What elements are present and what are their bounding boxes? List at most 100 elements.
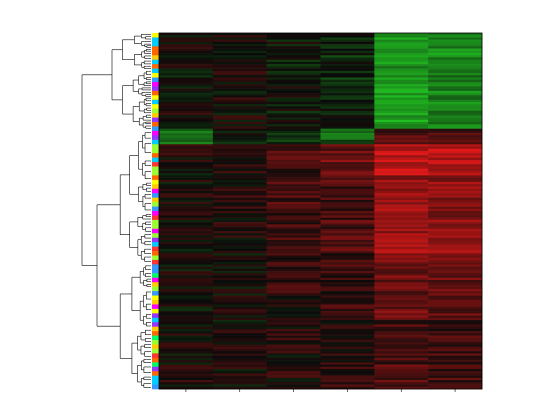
heatmap-cell [428, 320, 483, 323]
heatmap-cell [266, 130, 321, 134]
heatmap-cell [320, 168, 375, 172]
heatmap-cell [266, 348, 321, 352]
cluster-color-labels [152, 33, 159, 390]
heatmap-cell [428, 190, 483, 194]
heatmap-cell [266, 106, 321, 109]
heatmap-cell [320, 75, 375, 78]
heatmap-cell [428, 291, 483, 294]
heatmap-cell [428, 130, 483, 134]
cluster-label [152, 55, 159, 60]
heatmap-cell [374, 351, 429, 354]
heatmap-cell [428, 122, 483, 125]
heatmap-cell [320, 124, 375, 127]
cluster-label [152, 81, 159, 87]
heatmap-cell [266, 368, 321, 372]
heatmap-cell [428, 175, 483, 178]
heatmap-cell [374, 88, 429, 92]
heatmap-cell [374, 66, 429, 69]
heatmap-cell [266, 253, 321, 256]
heatmap-cell [159, 90, 214, 94]
heatmap-cell [266, 291, 321, 294]
heatmap-cell [374, 144, 429, 147]
heatmap-cell [159, 302, 214, 305]
heatmap-cell [428, 326, 483, 330]
heatmap-cell [212, 368, 267, 372]
cluster-label [152, 237, 159, 243]
heatmap-cell [374, 137, 429, 141]
heatmap-cell [266, 328, 321, 332]
cluster-label [152, 308, 159, 314]
heatmap-cell [212, 193, 267, 196]
heatmap-cell [159, 113, 214, 116]
heatmap-cell [320, 333, 375, 336]
heatmap-cell [212, 293, 267, 296]
heatmap-cell [266, 37, 321, 40]
heatmap-cell [374, 204, 429, 207]
heatmap-cell [374, 55, 429, 58]
heatmap-cell [266, 273, 321, 276]
heatmap-cell [374, 353, 429, 356]
heatmap-cell [374, 182, 429, 185]
heatmap-cell [212, 64, 267, 67]
cluster-label [152, 77, 159, 83]
heatmap-cell [266, 79, 321, 83]
heatmap-cell [266, 155, 321, 158]
heatmap-cell [320, 190, 375, 194]
heatmap-cell [266, 326, 321, 330]
heatmap-cell [428, 360, 483, 363]
heatmap-cell [428, 293, 483, 296]
heatmap-cell [266, 284, 321, 287]
cluster-label [152, 99, 159, 105]
heatmap-cell [428, 284, 483, 287]
cluster-label [152, 224, 159, 230]
heatmap-cell [428, 108, 483, 112]
heatmap-cell [428, 333, 483, 336]
heatmap-cell [428, 259, 483, 263]
heatmap-cell [212, 186, 267, 190]
heatmap-cell [159, 337, 214, 341]
heatmap-cell [266, 315, 321, 319]
heatmap-cell [320, 113, 375, 116]
heatmap-cell [212, 279, 267, 283]
heatmap-cell [159, 155, 214, 158]
heatmap-cell [428, 159, 483, 163]
heatmap-cell [374, 168, 429, 172]
heatmap-cell [320, 331, 375, 334]
heatmap-cell [320, 70, 375, 74]
heatmap-cell [212, 308, 267, 312]
heatmap-cell [159, 335, 214, 339]
heatmap-cell [266, 135, 321, 138]
heatmap-cell [266, 237, 321, 241]
cluster-label [152, 228, 159, 234]
heatmap-cell [212, 231, 267, 234]
cluster-label [152, 193, 159, 198]
heatmap-cell [212, 35, 267, 38]
heatmap-cell [159, 308, 214, 312]
heatmap-cell [212, 124, 267, 127]
heatmap-cell [374, 199, 429, 203]
heatmap-cell [159, 124, 214, 127]
heatmap-cell [374, 206, 429, 210]
heatmap-cell [266, 380, 321, 383]
heatmap-cell [266, 139, 321, 143]
heatmap-cell [320, 233, 375, 236]
heatmap-cell [320, 44, 375, 47]
heatmap-cell [428, 208, 483, 212]
cluster-label [152, 357, 159, 363]
heatmap-cell [320, 55, 375, 58]
heatmap-cell [159, 190, 214, 194]
heatmap-cell [320, 297, 375, 301]
heatmap-cell [159, 362, 214, 365]
heatmap-cell [212, 320, 267, 323]
heatmap-cell [374, 75, 429, 78]
heatmap-cell [374, 57, 429, 60]
heatmap-cell [266, 228, 321, 232]
heatmap-cell [266, 375, 321, 379]
heatmap-cell [428, 84, 483, 87]
heatmap-cell [212, 259, 267, 263]
heatmap-cell [212, 342, 267, 345]
heatmap-cell [428, 70, 483, 74]
heatmap-cell [374, 61, 429, 65]
cluster-label [152, 90, 159, 96]
